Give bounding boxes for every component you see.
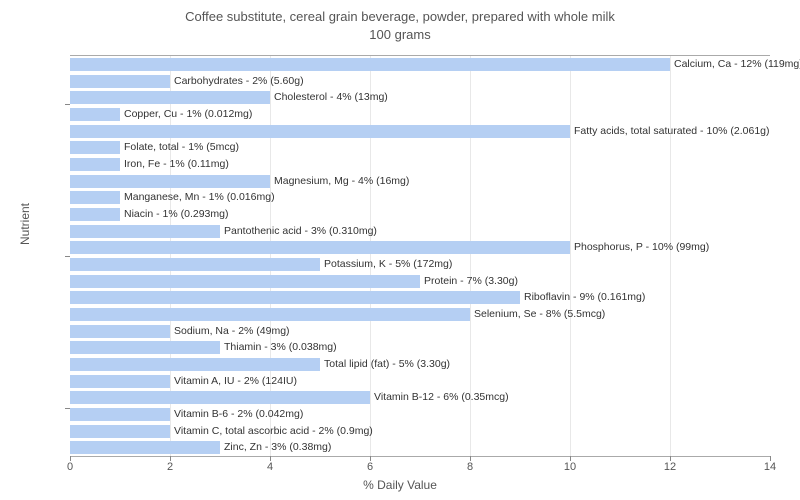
nutrient-bar-label: Iron, Fe - 1% (0.11mg) — [120, 158, 229, 171]
nutrient-bar-label: Thiamin - 3% (0.038mg) — [220, 341, 337, 354]
plot-area: 02468101214Calcium, Ca - 12% (119mg)Carb… — [70, 55, 770, 457]
nutrient-bar-label: Vitamin B-12 - 6% (0.35mcg) — [370, 391, 509, 404]
nutrient-bar — [70, 208, 120, 221]
nutrient-bar — [70, 91, 270, 104]
nutrient-bar-label: Riboflavin - 9% (0.161mg) — [520, 291, 645, 304]
nutrient-bar — [70, 141, 120, 154]
nutrient-bar-label: Cholesterol - 4% (13mg) — [270, 91, 388, 104]
nutrient-bar — [70, 441, 220, 454]
nutrient-bar-label: Selenium, Se - 8% (5.5mcg) — [470, 308, 605, 321]
gridline — [570, 56, 571, 456]
nutrient-bar-label: Vitamin B-6 - 2% (0.042mg) — [170, 408, 303, 421]
nutrient-bar — [70, 175, 270, 188]
nutrient-bar — [70, 258, 320, 271]
nutrient-bar — [70, 341, 220, 354]
nutrient-bar — [70, 191, 120, 204]
nutrient-bar-label: Zinc, Zn - 3% (0.38mg) — [220, 441, 331, 454]
y-tick — [65, 104, 70, 105]
nutrient-bar — [70, 291, 520, 304]
nutrient-bar-label: Phosphorus, P - 10% (99mg) — [570, 241, 709, 254]
nutrient-bar — [70, 241, 570, 254]
nutrient-bar — [70, 108, 120, 121]
nutrient-bar-label: Copper, Cu - 1% (0.012mg) — [120, 108, 252, 121]
y-tick — [65, 408, 70, 409]
x-tick-label: 10 — [564, 461, 576, 473]
nutrient-bar-label: Vitamin C, total ascorbic acid - 2% (0.9… — [170, 425, 373, 438]
x-tick-label: 12 — [664, 461, 676, 473]
nutrient-bar — [70, 408, 170, 421]
nutrient-bar-label: Magnesium, Mg - 4% (16mg) — [270, 175, 409, 188]
nutrient-bar-label: Potassium, K - 5% (172mg) — [320, 258, 452, 271]
chart-title: Coffee substitute, cereal grain beverage… — [0, 0, 800, 44]
nutrient-bar-label: Vitamin A, IU - 2% (124IU) — [170, 375, 297, 388]
y-axis-label: Nutrient — [18, 203, 32, 245]
nutrient-bar — [70, 158, 120, 171]
nutrient-bar — [70, 275, 420, 288]
nutrient-bar-label: Manganese, Mn - 1% (0.016mg) — [120, 191, 275, 204]
nutrient-bar — [70, 391, 370, 404]
nutrient-bar — [70, 375, 170, 388]
nutrient-bar — [70, 308, 470, 321]
x-tick-label: 6 — [367, 461, 373, 473]
nutrient-bar-label: Fatty acids, total saturated - 10% (2.06… — [570, 125, 770, 138]
nutrient-bar — [70, 58, 670, 71]
title-line-2: 100 grams — [369, 27, 430, 42]
x-tick-label: 4 — [267, 461, 273, 473]
nutrient-chart: Coffee substitute, cereal grain beverage… — [0, 0, 800, 500]
nutrient-bar-label: Carbohydrates - 2% (5.60g) — [170, 75, 304, 88]
x-tick-label: 2 — [167, 461, 173, 473]
nutrient-bar — [70, 225, 220, 238]
nutrient-bar-label: Folate, total - 1% (5mcg) — [120, 141, 239, 154]
nutrient-bar-label: Protein - 7% (3.30g) — [420, 275, 518, 288]
nutrient-bar-label: Niacin - 1% (0.293mg) — [120, 208, 228, 221]
nutrient-bar-label: Calcium, Ca - 12% (119mg) — [670, 58, 800, 71]
x-axis-label: % Daily Value — [0, 478, 800, 492]
gridline — [670, 56, 671, 456]
title-line-1: Coffee substitute, cereal grain beverage… — [185, 9, 615, 24]
nutrient-bar — [70, 75, 170, 88]
x-tick-label: 0 — [67, 461, 73, 473]
nutrient-bar-label: Total lipid (fat) - 5% (3.30g) — [320, 358, 450, 371]
x-tick-label: 8 — [467, 461, 473, 473]
nutrient-bar — [70, 358, 320, 371]
nutrient-bar-label: Pantothenic acid - 3% (0.310mg) — [220, 225, 377, 238]
nutrient-bar — [70, 325, 170, 338]
y-tick — [65, 256, 70, 257]
nutrient-bar — [70, 425, 170, 438]
nutrient-bar-label: Sodium, Na - 2% (49mg) — [170, 325, 290, 338]
nutrient-bar — [70, 125, 570, 138]
x-tick-label: 14 — [764, 461, 776, 473]
